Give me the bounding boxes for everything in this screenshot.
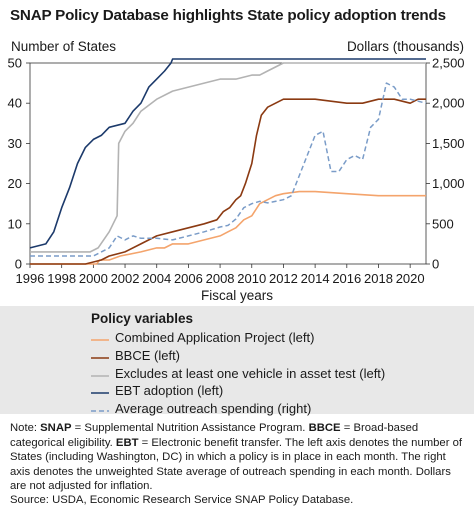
x-tick-label: 2000 <box>79 271 108 286</box>
note-term-snap: SNAP <box>40 422 72 434</box>
x-tick-label: 1998 <box>47 271 76 286</box>
legend-label-ebt: EBT adoption (left) <box>115 383 224 398</box>
y-right-tick-label: 0 <box>432 257 439 272</box>
x-tick-label: 2012 <box>269 271 298 286</box>
series-line-bbce <box>30 98 426 265</box>
x-tick-label: 2008 <box>206 271 235 286</box>
x-tick-label: 2004 <box>142 271 171 286</box>
legend-label-cap: Combined Application Project (left) <box>115 330 315 345</box>
left-axis-title: Number of States <box>11 39 117 54</box>
chart-title: SNAP Policy Database highlights State po… <box>10 7 446 24</box>
y-left-tick-label: 20 <box>8 176 22 191</box>
y-left-tick-label: 0 <box>15 257 22 272</box>
x-axis-title: Fiscal years <box>200 288 273 303</box>
chart-source: Source: USDA, Economic Research Service … <box>10 494 354 506</box>
series-line-ebt-adoption <box>29 58 426 249</box>
note-term-ebt: EBT <box>115 436 139 449</box>
y-right-tick-label: 1,000 <box>432 176 465 191</box>
y-right-tick-label: 2,000 <box>432 96 465 111</box>
x-tick-label: 2014 <box>301 271 330 286</box>
legend-label-vehicle: Excludes at least one vehicle in asset t… <box>115 366 386 381</box>
note-text-3: = Electronic benefit transfer. The left … <box>10 436 463 493</box>
right-axis-title: Dollars (thousands) <box>346 39 464 54</box>
note-text-1: = Supplemental Nutrition Assistance Prog… <box>71 422 309 434</box>
y-left-tick-label: 50 <box>8 56 22 71</box>
note-term-bbce: BBCE <box>308 422 341 434</box>
x-tick-label: 2010 <box>237 271 266 286</box>
y-right-tick-label: 1,500 <box>432 136 465 151</box>
legend-label-bbce: BBCE (left) <box>115 348 181 363</box>
y-left-tick-label: 10 <box>8 216 22 231</box>
legend-label-outreach: Average outreach spending (right) <box>115 401 312 416</box>
y-right-tick-label: 2,500 <box>432 56 465 71</box>
chart-note: Note: SNAP = Supplemental Nutrition Assi… <box>10 421 468 494</box>
x-tick-label: 2016 <box>332 271 361 286</box>
chart-plot: 1996 1998 2000 2002 2004 2006 2008 2010 2012 2014… <box>8 56 465 287</box>
series-line-vehicle-exclusion <box>30 62 426 253</box>
y-right-tick-label: 500 <box>432 216 454 231</box>
x-tick-label: 2002 <box>111 271 140 286</box>
x-tick-label: 2006 <box>174 271 203 286</box>
y-left-tick-label: 40 <box>8 96 22 111</box>
x-tick-label: 1996 <box>16 271 45 286</box>
plot-frame <box>29 62 427 265</box>
series-line-combined-application-project <box>30 190 426 265</box>
note-prefix: Note: <box>10 422 41 434</box>
note-text-2: = Broad-based categorical eligibility. <box>10 422 419 449</box>
legend: Policy variables Combined Application Pr… <box>0 306 474 416</box>
x-tick-label: 2020 <box>396 271 425 286</box>
x-tick-label: 2018 <box>364 271 393 286</box>
legend-title: Policy variables <box>91 311 194 326</box>
series-line-outreach-spending <box>30 82 427 257</box>
y-left-tick-label: 30 <box>8 136 22 151</box>
